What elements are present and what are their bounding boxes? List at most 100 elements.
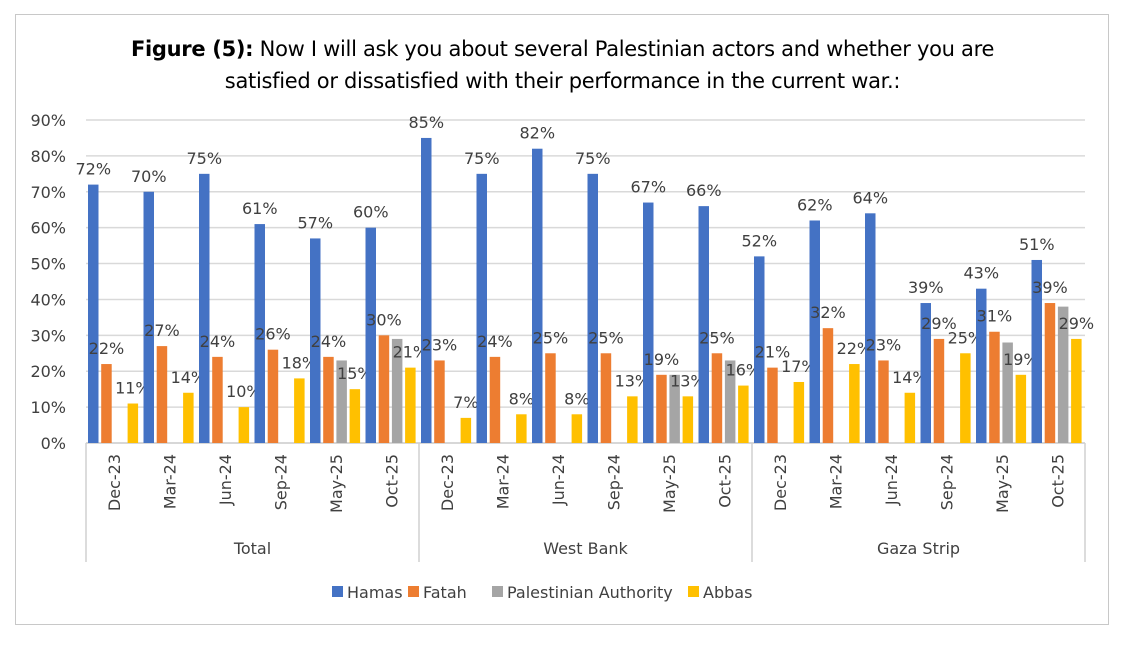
category-label: Sep-24 [271,454,290,510]
data-label: 62% [797,195,833,214]
bar-abbas [1071,338,1082,443]
bar-abbas [849,364,860,443]
category-label: Oct-25 [1048,454,1067,508]
data-label: 61% [242,199,278,218]
data-label: 8% [509,389,534,408]
bar-palestinian-authority [391,338,403,443]
bar-hamas [698,206,709,443]
category-label: Sep-24 [604,454,623,510]
category-label: Mar-24 [493,454,512,509]
data-label: 24% [311,332,347,351]
chart-title: Figure (5): Now I will ask you about sev… [0,33,1125,97]
bar-fatah [323,356,334,443]
bar-fatah [378,335,390,443]
bar-abbas [127,403,139,443]
data-label: 25% [948,328,984,347]
y-tick-label: 10% [30,398,66,417]
bar-fatah [822,328,834,443]
bar-fatah [656,374,667,443]
y-tick-label: 20% [30,362,66,381]
y-tick-label: 40% [30,290,66,309]
bar-fatah [212,356,223,443]
bar-palestinian-authority [336,360,347,443]
bar-abbas [183,392,194,443]
data-label: 43% [963,264,999,283]
chart-frame [15,14,1109,625]
bar-abbas [1015,374,1027,443]
legend-swatch [408,586,419,597]
data-label: 75% [575,149,611,168]
bar-abbas [793,381,805,443]
data-label: 17% [781,357,817,376]
bar-abbas [349,389,361,443]
data-label: 25% [588,328,624,347]
data-label: 21% [755,343,791,362]
data-label: 13% [670,371,706,390]
bar-hamas [254,224,265,443]
data-label: 19% [644,350,680,369]
data-label: 52% [741,231,777,250]
bar-fatah [767,367,778,443]
data-label: 23% [422,335,458,354]
bar-hamas [587,173,598,444]
bar-fatah [1044,303,1056,443]
data-label: 82% [519,124,555,143]
bar-hamas [199,173,210,444]
bar-fatah [101,364,112,443]
category-label: Sep-24 [937,454,956,510]
category-label: Mar-24 [160,454,179,509]
data-label: 75% [186,149,222,168]
bar-abbas [682,396,694,443]
data-label: 7% [453,393,478,412]
bar-fatah [489,356,501,443]
data-label: 31% [977,307,1013,326]
title-prefix: Figure (5): [130,37,254,61]
category-label: Oct-25 [382,454,401,508]
data-label: 14% [171,368,207,387]
data-label: 25% [533,328,569,347]
data-label: 24% [477,332,513,351]
bar-hamas [310,238,321,443]
bar-abbas [405,367,416,443]
data-label: 15% [337,364,373,383]
bar-hamas [920,303,931,443]
bar-hamas [143,191,154,443]
category-label: Jun-24 [216,454,235,506]
group-label: Gaza Strip [877,539,960,558]
data-label: 64% [852,188,888,207]
category-label: Jun-24 [549,454,568,506]
bar-abbas [460,417,472,443]
bar-abbas [738,385,749,443]
bar-fatah [933,338,945,443]
bar-hamas [754,256,765,443]
bar-palestinian-authority [1057,306,1069,443]
data-label: 19% [1003,350,1039,369]
bar-hamas [976,288,987,443]
bar-palestinian-authority [669,374,680,443]
legend-swatch [492,586,503,597]
bar-fatah [878,360,889,443]
bar-hamas [532,148,543,443]
data-label: 13% [615,371,651,390]
title-line-2: satisfied or dissatisfied with their per… [224,69,901,93]
data-label: 25% [699,328,735,347]
category-label: May-25 [660,454,679,513]
data-label: 60% [353,203,389,222]
bar-fatah [989,331,1000,443]
category-label: Dec-23 [438,454,457,511]
data-label: 32% [810,303,846,322]
bar-abbas [238,407,250,443]
data-label: 57% [297,213,333,232]
bar-abbas [294,378,305,443]
data-label: 27% [144,321,180,340]
data-label: 29% [921,314,957,333]
y-tick-label: 60% [30,219,66,238]
bar-abbas [904,392,916,443]
data-label: 16% [726,361,762,380]
bar-hamas [1031,259,1042,443]
data-label: 72% [75,160,111,179]
data-label: 8% [564,389,589,408]
y-tick-label: 30% [30,326,66,345]
bar-hamas [865,213,876,443]
data-label: 14% [892,368,928,387]
